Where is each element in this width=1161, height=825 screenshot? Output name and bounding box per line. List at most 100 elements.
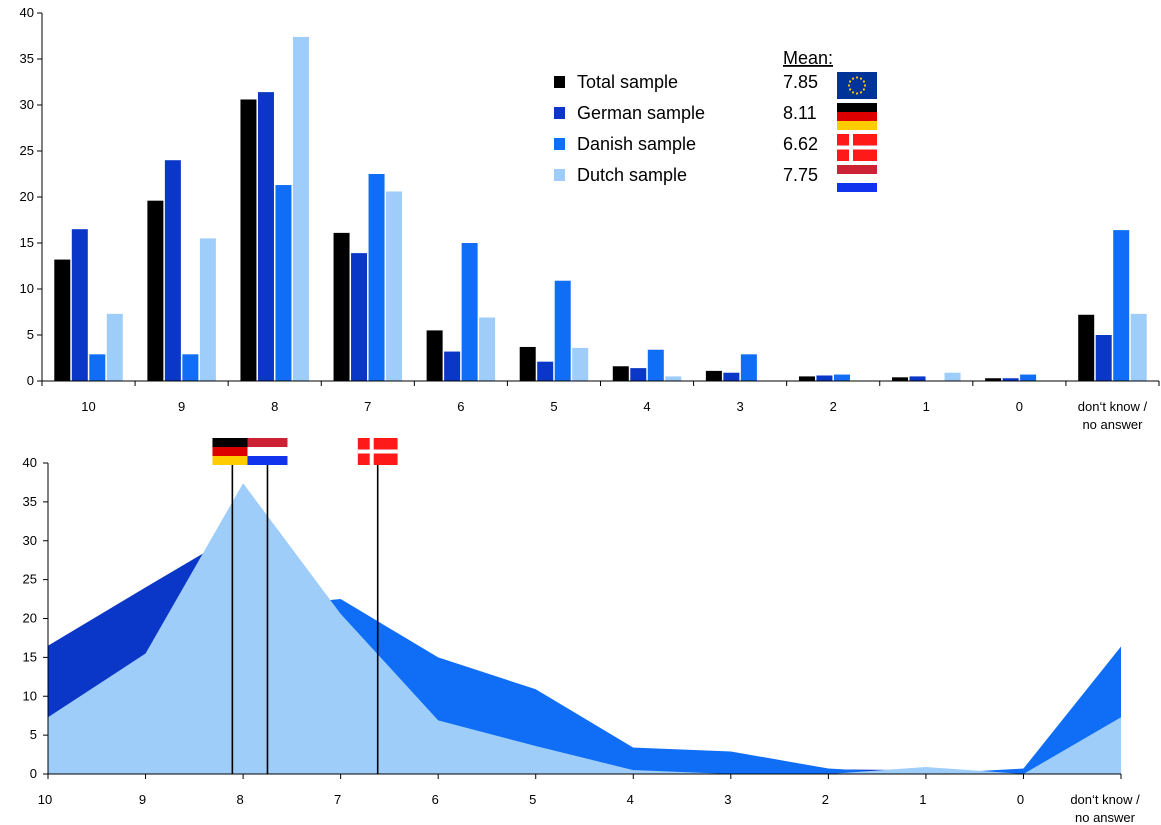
area-y-tick-label: 25 xyxy=(23,572,37,587)
germany-flag-icon xyxy=(212,438,253,465)
bar-chart-bars xyxy=(54,36,1147,382)
legend-swatch xyxy=(554,107,565,119)
legend-mean-value: 7.75 xyxy=(783,165,818,185)
bar-total-sample-2 xyxy=(240,99,257,381)
bar-dutch-sample-2 xyxy=(292,36,309,382)
area-x-tick-label: don‘t know / no answer xyxy=(1070,792,1140,825)
bar-x-tick-label: 10 xyxy=(81,399,95,414)
area-chart-mean-markers xyxy=(212,438,398,774)
eu-flag-icon xyxy=(837,72,877,99)
area-chart-y-axis: 0 5 10 15 20 25 30 35 40 xyxy=(23,455,49,781)
legend-swatch xyxy=(554,169,565,181)
bar-dutch-sample-9 xyxy=(944,372,961,381)
bar-danish-sample-2 xyxy=(275,185,292,381)
bar-dutch-sample-6 xyxy=(665,376,682,381)
bar-german-sample-3 xyxy=(351,253,368,381)
area-y-tick-label: 30 xyxy=(23,533,37,548)
area-x-tick-label: 3 xyxy=(724,792,731,807)
legend-mean-value: 6.62 xyxy=(783,134,818,154)
area-x-tick-label: 6 xyxy=(432,792,439,807)
legend-mean-value: 7.85 xyxy=(783,72,818,92)
bar-total-sample-6 xyxy=(612,366,629,381)
bar-x-tick-label: 9 xyxy=(178,399,185,414)
bar-x-tick-label: 6 xyxy=(457,399,464,414)
area-y-tick-label: 15 xyxy=(23,649,37,664)
bar-x-tick-label: 5 xyxy=(550,399,557,414)
bar-danish-sample-4 xyxy=(461,243,478,381)
netherlands-flag-icon xyxy=(247,438,288,465)
bar-y-tick-label: 30 xyxy=(20,97,34,112)
legend-item-dutch-sample: Dutch sample 7.75 xyxy=(554,165,877,192)
bar-german-sample-4 xyxy=(444,351,461,381)
legend-item-total-sample: Total sample 7.85 xyxy=(554,72,877,99)
bar-x-tick-label: 7 xyxy=(364,399,371,414)
bar-german-sample-9 xyxy=(909,376,926,381)
legend-item-german-sample: German sample 8.11 xyxy=(554,103,877,130)
bar-danish-sample-11 xyxy=(1113,230,1130,381)
germany-flag-icon xyxy=(837,103,877,130)
area-chart-areas xyxy=(48,483,1121,774)
bar-german-sample-10 xyxy=(1002,378,1019,381)
bar-x-tick-label: 1 xyxy=(923,399,930,414)
bar-y-tick-label: 20 xyxy=(20,189,34,204)
bar-x-tick-label: 4 xyxy=(643,399,650,414)
bar-danish-sample-1 xyxy=(182,354,199,381)
bar-y-tick-label: 0 xyxy=(27,373,34,388)
area-x-tick-label: 1 xyxy=(919,792,926,807)
bar-x-tick-label: 8 xyxy=(271,399,278,414)
bar-danish-sample-5 xyxy=(554,280,571,381)
bar-total-sample-3 xyxy=(333,232,350,381)
area-dutch-sample xyxy=(48,483,1121,774)
legend-swatch xyxy=(554,76,565,88)
bar-german-sample-6 xyxy=(630,368,647,381)
bar-y-tick-label: 35 xyxy=(20,51,34,66)
bar-dutch-sample-4 xyxy=(479,317,496,381)
area-y-tick-label: 20 xyxy=(23,611,37,626)
bar-y-tick-label: 40 xyxy=(20,5,34,20)
bar-total-sample-1 xyxy=(147,200,164,381)
bar-dutch-sample-11 xyxy=(1130,313,1147,381)
bar-y-tick-label: 15 xyxy=(20,235,34,250)
bar-dutch-sample-0 xyxy=(106,313,123,381)
bar-danish-sample-3 xyxy=(368,174,385,381)
bar-x-tick-label: 3 xyxy=(737,399,744,414)
area-y-tick-label: 5 xyxy=(30,727,37,742)
area-x-tick-label: 0 xyxy=(1017,792,1024,807)
denmark-flag-icon xyxy=(837,134,877,161)
bar-chart-x-axis: 10 9 8 7 6 5 4 3 2 1 0 don‘t know / no answer xyxy=(41,380,1160,432)
bar-y-tick-label: 25 xyxy=(20,143,34,158)
legend-mean-header: Mean: xyxy=(783,48,833,68)
bar-dutch-sample-5 xyxy=(572,347,589,381)
bar-total-sample-0 xyxy=(54,259,71,381)
legend-label: Dutch sample xyxy=(577,165,687,185)
area-x-tick-label: 9 xyxy=(139,792,146,807)
area-x-tick-label: 8 xyxy=(236,792,243,807)
bar-german-sample-7 xyxy=(723,372,740,381)
bar-danish-sample-8 xyxy=(833,374,850,381)
bar-total-sample-5 xyxy=(519,346,536,381)
area-y-tick-label: 0 xyxy=(30,766,37,781)
bar-danish-sample-6 xyxy=(647,349,664,381)
legend: Mean: Total sample 7.85 German sample 8.11 D… xyxy=(554,48,877,192)
bar-total-sample-11 xyxy=(1078,314,1095,381)
legend-item-danish-sample: Danish sample 6.62 xyxy=(554,134,877,161)
bar-total-sample-4 xyxy=(426,330,443,381)
legend-label: Total sample xyxy=(577,72,678,92)
bar-y-tick-label: 10 xyxy=(20,281,34,296)
bar-total-sample-10 xyxy=(985,378,1002,381)
bar-x-tick-label: don‘t know / no answer xyxy=(1078,399,1148,432)
bar-danish-sample-7 xyxy=(740,354,757,381)
bar-german-sample-1 xyxy=(164,160,181,381)
area-x-tick-label: 2 xyxy=(822,792,829,807)
legend-swatch xyxy=(554,138,565,150)
bar-total-sample-9 xyxy=(892,377,909,381)
bar-dutch-sample-3 xyxy=(386,191,403,381)
legend-mean-value: 8.11 xyxy=(783,103,817,123)
area-x-tick-label: 10 xyxy=(38,792,52,807)
bar-x-tick-label: 2 xyxy=(830,399,837,414)
area-x-tick-label: 7 xyxy=(334,792,341,807)
legend-label: Danish sample xyxy=(577,134,696,154)
